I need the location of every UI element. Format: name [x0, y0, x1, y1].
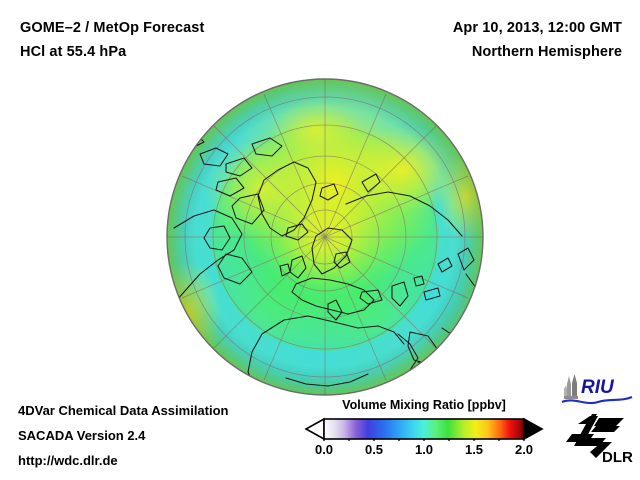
limb-shading — [167, 79, 483, 395]
colorbar-tick-label: 2.0 — [514, 442, 534, 457]
colorbar-gradient — [323, 418, 525, 440]
dlr-mark-icon — [566, 414, 624, 458]
globe-outline — [166, 78, 484, 396]
species-level-label: HCl at 55.4 hPa — [20, 44, 127, 60]
page-title: GOME–2 / MetOp Forecast — [20, 20, 205, 36]
coast-horn-of-africa — [413, 361, 441, 389]
method-label: 4DVar Chemical Data Assimilation — [18, 403, 229, 418]
colorbar-tick-label: 0.5 — [364, 442, 384, 457]
colorbar: Volume Mixing Ratio [ppbv] — [300, 398, 548, 472]
colorbar-under-arrow — [304, 417, 325, 441]
colorbar-ticks — [323, 439, 525, 441]
version-label: SACADA Version 2.4 — [18, 428, 146, 443]
colorbar-tick-label: 1.5 — [464, 442, 484, 457]
colorbar-tick-label: 1.0 — [414, 442, 434, 457]
colorbar-over-arrow — [523, 417, 544, 441]
dlr-logo: DLR — [566, 414, 633, 466]
colorbar-tick-labels: 0.0 0.5 1.0 1.5 2.0 — [300, 442, 548, 460]
timestamp-label: Apr 10, 2013, 12:00 GMT — [452, 20, 622, 36]
riu-wave-icon — [561, 396, 633, 405]
cathedral-spires-icon — [564, 374, 578, 399]
colorbar-swatch — [304, 417, 544, 441]
riu-logo: RIU — [561, 374, 633, 405]
colorbar-title: Volume Mixing Ratio [ppbv] — [342, 398, 506, 412]
dlr-wordmark: DLR — [602, 449, 633, 466]
globe-map — [166, 78, 484, 396]
orthographic-projection-svg — [166, 78, 484, 396]
hemisphere-label: Northern Hemisphere — [471, 44, 622, 60]
globe-field — [167, 79, 483, 395]
url-label: http://wdc.dlr.de — [18, 453, 118, 468]
riu-wordmark: RIU — [581, 377, 615, 398]
colorbar-tick-label: 0.0 — [314, 442, 334, 457]
